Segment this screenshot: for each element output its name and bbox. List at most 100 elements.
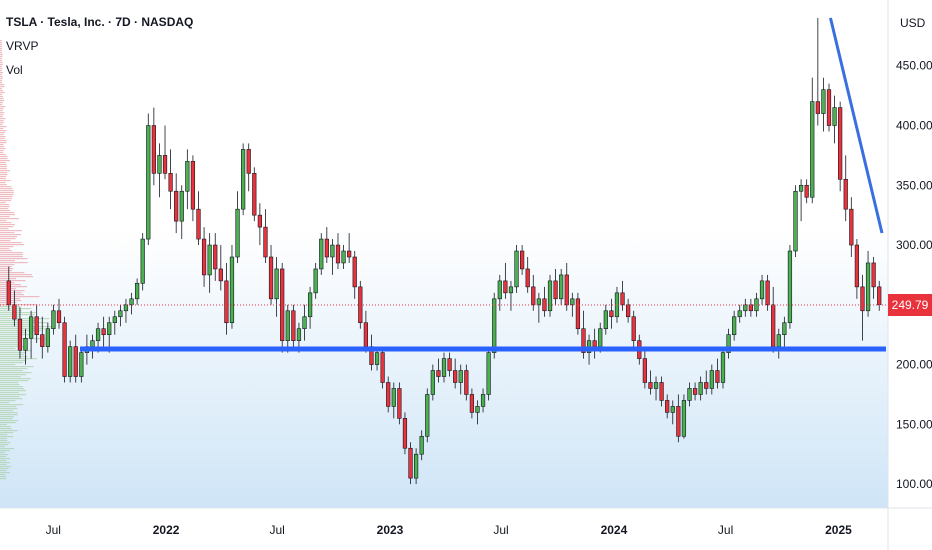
volume-profile-bar bbox=[0, 446, 6, 448]
volume-profile-bar bbox=[0, 66, 2, 68]
candle-body bbox=[704, 382, 709, 389]
candle-body bbox=[865, 262, 871, 312]
candle-body bbox=[715, 370, 720, 383]
volume-profile-bar bbox=[0, 380, 29, 382]
volume-profile-bar bbox=[0, 472, 10, 474]
candle-body bbox=[391, 388, 396, 407]
candle-body bbox=[497, 280, 502, 300]
volume-profile-bar bbox=[0, 358, 37, 360]
candle-body bbox=[726, 334, 731, 353]
volume-profile-bar bbox=[0, 236, 18, 238]
y-tick-label: 350.00 bbox=[896, 178, 932, 192]
candle-body bbox=[347, 250, 352, 258]
volume-profile-bar bbox=[0, 438, 8, 440]
volume-profile-bar bbox=[0, 306, 21, 308]
volume-profile-bar bbox=[0, 326, 54, 328]
candle-body bbox=[732, 316, 737, 335]
candle-body bbox=[787, 250, 793, 324]
volume-profile-bar bbox=[0, 102, 3, 104]
candle-body bbox=[631, 316, 636, 341]
volume-profile-bar bbox=[0, 192, 14, 194]
volume-profile-bar bbox=[0, 278, 17, 280]
candle-body bbox=[519, 250, 525, 270]
candle-body bbox=[79, 352, 84, 377]
candle-body bbox=[168, 173, 173, 192]
volume-profile-bar bbox=[0, 256, 23, 258]
x-tick-label: 2024 bbox=[601, 523, 628, 537]
candle-body bbox=[603, 310, 608, 330]
volume-profile-bar bbox=[0, 96, 4, 98]
volume-profile-bar bbox=[0, 402, 10, 404]
candle-body bbox=[162, 155, 168, 174]
candle-body bbox=[626, 304, 631, 318]
volume-profile-bar bbox=[0, 344, 21, 346]
volume-profile-bar bbox=[0, 116, 3, 118]
volume-profile-bar bbox=[0, 296, 40, 298]
volume-profile-bar bbox=[0, 150, 4, 152]
candle-body bbox=[146, 125, 151, 240]
volume-profile-bar bbox=[0, 222, 12, 224]
candle-body bbox=[453, 370, 458, 383]
candle-body bbox=[469, 394, 475, 413]
candle-body bbox=[877, 286, 882, 306]
volume-profile-bar bbox=[0, 252, 23, 254]
candle-body bbox=[229, 256, 235, 324]
volume-profile-bar bbox=[0, 112, 5, 114]
candle-body bbox=[402, 418, 408, 449]
volume-profile-bar bbox=[0, 180, 11, 182]
candle-body bbox=[765, 280, 770, 306]
candle-body bbox=[235, 208, 240, 258]
volume-profile-bar bbox=[0, 468, 9, 470]
indicator-vol[interactable]: Vol bbox=[6, 63, 23, 77]
candle-body bbox=[324, 238, 329, 258]
volume-profile-bar bbox=[0, 404, 24, 406]
currency-label[interactable]: USD bbox=[900, 16, 926, 30]
volume-profile-bar bbox=[0, 414, 19, 416]
volume-profile-bar bbox=[0, 274, 32, 276]
candle-body bbox=[598, 328, 603, 347]
candle-body bbox=[257, 214, 262, 228]
volume-profile-bar bbox=[0, 80, 2, 82]
candle-body bbox=[771, 304, 776, 347]
volume-profile-bar bbox=[0, 476, 6, 478]
volume-profile-bar bbox=[0, 90, 3, 92]
symbol-title[interactable]: TSLA · Tesla, Inc. · 7D · NASDAQ bbox=[6, 15, 194, 29]
volume-profile-bar bbox=[0, 396, 20, 398]
candle-body bbox=[196, 208, 201, 240]
candle-body bbox=[804, 184, 809, 198]
volume-profile-bar bbox=[0, 52, 2, 54]
volume-profile-bar bbox=[0, 324, 33, 326]
volume-profile-bar bbox=[0, 478, 7, 480]
indicator-vrvp[interactable]: VRVP bbox=[6, 39, 39, 53]
volume-profile-bar bbox=[0, 322, 49, 324]
candle-body bbox=[224, 280, 229, 324]
volume-profile-bar bbox=[0, 184, 7, 186]
volume-profile-bar bbox=[0, 336, 20, 338]
volume-profile-bar bbox=[0, 342, 18, 344]
candle-body bbox=[201, 238, 207, 276]
volume-profile-bar bbox=[0, 234, 22, 236]
volume-profile-bar bbox=[0, 170, 11, 172]
volume-profile-bar bbox=[0, 62, 3, 64]
candle-body bbox=[854, 244, 860, 288]
candle-body bbox=[28, 316, 34, 339]
volume-profile-bar bbox=[0, 152, 4, 154]
candle-body bbox=[810, 101, 815, 198]
candle-body bbox=[436, 370, 441, 377]
x-tick-label: Jul bbox=[269, 523, 284, 537]
candle-body bbox=[670, 406, 675, 413]
volume-profile-bar bbox=[0, 194, 14, 196]
x-tick-label: Jul bbox=[46, 523, 61, 537]
trend-line bbox=[829, 17, 884, 234]
x-tick-label: 2025 bbox=[825, 523, 852, 537]
volume-profile-bar bbox=[0, 408, 18, 410]
volume-profile-bar bbox=[0, 272, 25, 274]
volume-profile-bar bbox=[0, 212, 15, 214]
volume-profile-bar bbox=[0, 198, 12, 200]
volume-profile-bar bbox=[0, 268, 14, 270]
volume-profile-bar bbox=[0, 456, 6, 458]
volume-profile-bar bbox=[0, 162, 6, 164]
volume-profile-bar bbox=[0, 134, 4, 136]
